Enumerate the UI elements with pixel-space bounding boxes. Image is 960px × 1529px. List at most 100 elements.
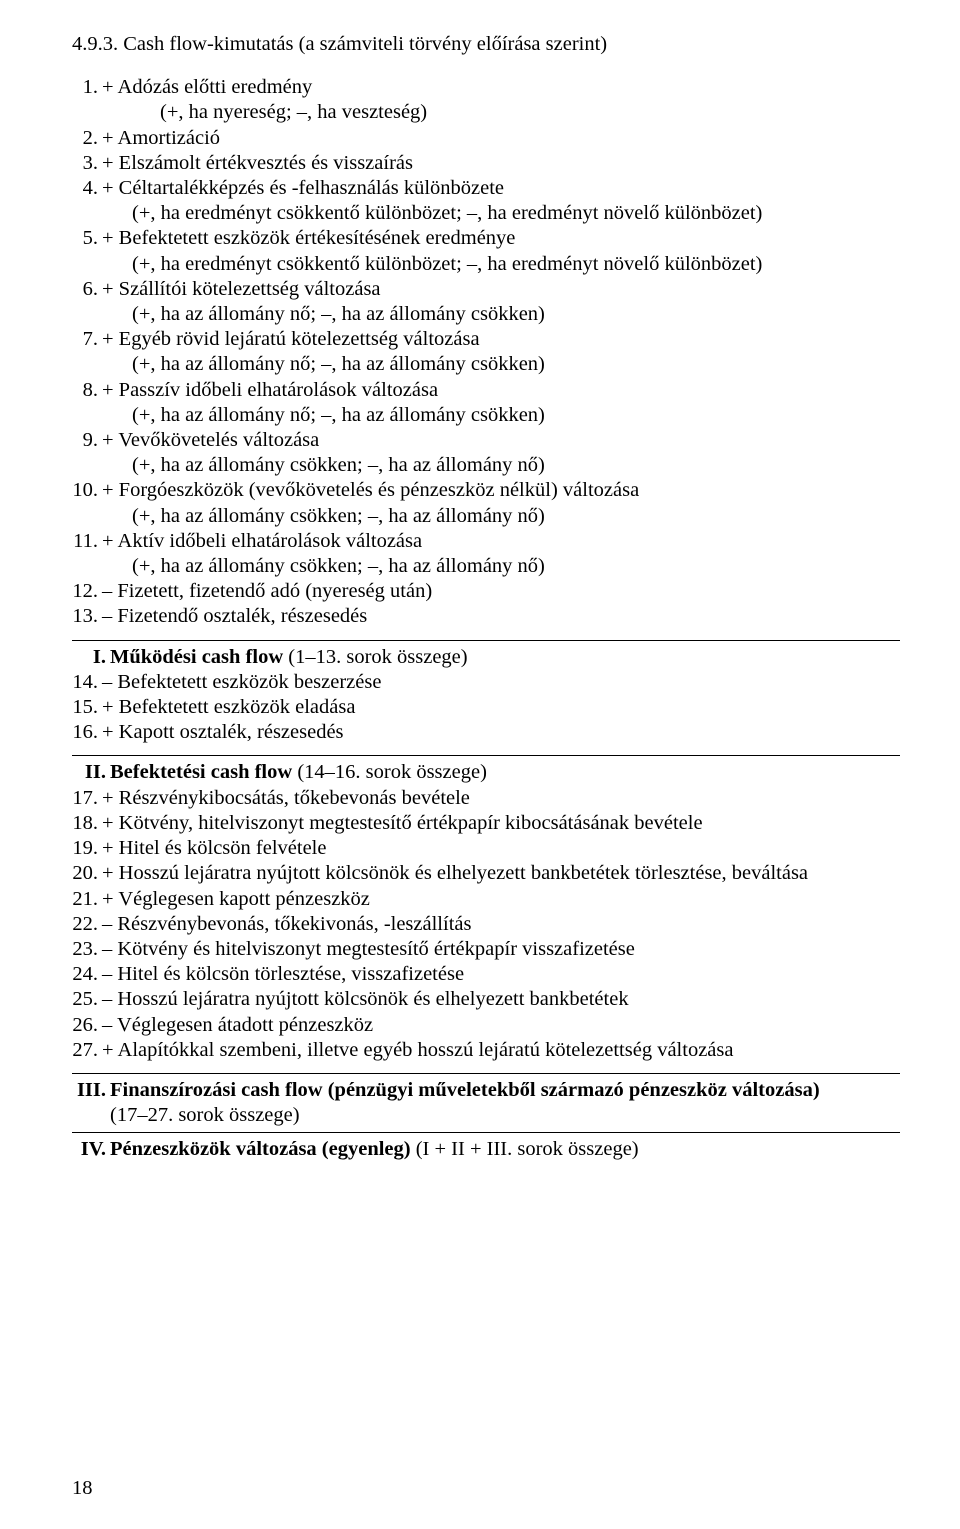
bold-label: Pénzeszközök változása (egyenleg) (110, 1138, 411, 1160)
item-number: 22. (72, 912, 102, 937)
item-number: 6. (72, 277, 102, 302)
item-parenthetical: (+, ha nyereség; –, ha veszteség) (72, 100, 900, 125)
item-number: 23. (72, 937, 102, 962)
item-number: 14. (72, 670, 102, 695)
list-item: 25.– Hosszú lejáratra nyújtott kölcsönök… (72, 987, 900, 1012)
item-number: 20. (72, 861, 102, 886)
item-text: – Befektetett eszközök beszerzése (102, 670, 900, 695)
list-item: 26.– Véglegesen átadott pénzeszköz (72, 1013, 900, 1038)
list-item: 1.+ Adózás előtti eredmény (72, 75, 900, 100)
item-number: 18. (72, 811, 102, 836)
item-text: + Részvénykibocsátás, tőkebevonás bevéte… (102, 786, 900, 811)
section-head-4: IV. Pénzeszközök változása (egyenleg) (I… (72, 1137, 900, 1162)
item-number: 11. (72, 529, 102, 554)
item-number: 5. (72, 226, 102, 251)
list-item: 6.+ Szállítói kötelezettség változása(+,… (72, 277, 900, 327)
item-number: 17. (72, 786, 102, 811)
separator (72, 1073, 900, 1074)
item-number: 19. (72, 836, 102, 861)
item-number: 15. (72, 695, 102, 720)
item-number: 21. (72, 887, 102, 912)
list-item: 22.– Részvénybevonás, tőkekivonás, -lesz… (72, 912, 900, 937)
bold-label: Finanszírozási cash flow (pénzügyi művel… (110, 1079, 820, 1101)
item-text: + Alapítókkal szembeni, illetve egyéb ho… (102, 1038, 900, 1063)
list-item: 21.+ Véglegesen kapott pénzeszköz (72, 887, 900, 912)
item-parenthetical: (+, ha az állomány nő; –, ha az állomány… (102, 403, 900, 428)
separator (72, 1132, 900, 1133)
item-parenthetical: (+, ha az állomány nő; –, ha az állomány… (102, 352, 900, 377)
item-text: – Véglegesen átadott pénzeszköz (102, 1013, 900, 1038)
list-item: 14.– Befektetett eszközök beszerzése (72, 670, 900, 695)
item-text: Pénzeszközök változása (egyenleg) (I + I… (110, 1137, 900, 1162)
item-text: + Szállítói kötelezettség változása(+, h… (102, 277, 900, 327)
item-number: 8. (72, 378, 102, 403)
item-number: II. (72, 760, 110, 785)
list-item: 7.+ Egyéb rövid lejáratú kötelezettség v… (72, 327, 900, 377)
item-number: 16. (72, 720, 102, 745)
item-text: – Kötvény és hitelviszonyt megtestesítő … (102, 937, 900, 962)
list-item: 24.– Hitel és kölcsön törlesztése, vissz… (72, 962, 900, 987)
list-item: 18.+ Kötvény, hitelviszonyt megtestesítő… (72, 811, 900, 836)
item-text: + Egyéb rövid lejáratú kötelezettség vál… (102, 327, 900, 377)
list-item: 19.+ Hitel és kölcsön felvétele (72, 836, 900, 861)
item-text: Finanszírozási cash flow (pénzügyi művel… (110, 1078, 900, 1128)
list-item: 15.+ Befektetett eszközök eladása (72, 695, 900, 720)
bold-label: Befektetési cash flow (110, 761, 292, 783)
list-item: 10.+ Forgóeszközök (vevőkövetelés és pén… (72, 478, 900, 528)
item-text: + Vevőkövetelés változása(+, ha az állom… (102, 428, 900, 478)
item-number: 9. (72, 428, 102, 453)
list-item: 11.+ Aktív időbeli elhatárolások változá… (72, 529, 900, 579)
item-parenthetical: (+, ha az állomány csökken; –, ha az áll… (102, 453, 900, 478)
item-parenthetical: (+, ha az állomány nő; –, ha az állomány… (102, 302, 900, 327)
item-text: + Befektetett eszközök eladása (102, 695, 900, 720)
rest-label: (I + II + III. sorok összege) (411, 1138, 639, 1160)
section-head-1: I. Működési cash flow (1–13. sorok össze… (72, 645, 900, 670)
item-number: I. (72, 645, 110, 670)
list-item: 27.+ Alapítókkal szembeni, illetve egyéb… (72, 1038, 900, 1063)
item-number: 24. (72, 962, 102, 987)
list-item: 8.+ Passzív időbeli elhatárolások változ… (72, 378, 900, 428)
separator (72, 640, 900, 641)
list-item: 9.+ Vevőkövetelés változása(+, ha az áll… (72, 428, 900, 478)
item-text: – Hosszú lejáratra nyújtott kölcsönök és… (102, 987, 900, 1012)
item-number: 2. (72, 126, 102, 151)
item-number: 12. (72, 579, 102, 604)
item-text: + Elszámolt értékvesztés és visszaírás (102, 151, 900, 176)
item-number: 1. (72, 75, 102, 100)
item-text: + Céltartalékképzés és -felhasználás kül… (102, 176, 900, 226)
item-parenthetical: (+, ha eredményt csökkentő különbözet; –… (102, 201, 900, 226)
list-item: 17.+ Részvénykibocsátás, tőkebevonás bev… (72, 786, 900, 811)
item-text: + Befektetett eszközök értékesítésének e… (102, 226, 900, 276)
item-text: – Fizetendő osztalék, részesedés (102, 604, 900, 629)
list-item: 5.+ Befektetett eszközök értékesítésének… (72, 226, 900, 276)
item-parenthetical: (+, ha az állomány csökken; –, ha az áll… (102, 504, 900, 529)
list-block-2: 14.– Befektetett eszközök beszerzése15.+… (72, 670, 900, 746)
item-number: 25. (72, 987, 102, 1012)
item-text: + Passzív időbeli elhatárolások változás… (102, 378, 900, 428)
rest-label: (14–16. sorok összege) (292, 761, 487, 783)
list-block-1: 1.+ Adózás előtti eredmény(+, ha nyeresé… (72, 75, 900, 629)
item-number: 10. (72, 478, 102, 503)
item-text: + Véglegesen kapott pénzeszköz (102, 887, 900, 912)
list-item: 13.– Fizetendő osztalék, részesedés (72, 604, 900, 629)
list-item: 20.+ Hosszú lejáratra nyújtott kölcsönök… (72, 861, 900, 886)
item-text: + Hitel és kölcsön felvétele (102, 836, 900, 861)
item-text: Működési cash flow (1–13. sorok összege) (110, 645, 900, 670)
item-text: + Hosszú lejáratra nyújtott kölcsönök és… (102, 861, 900, 886)
item-text: + Amortizáció (102, 126, 900, 151)
item-text: + Kötvény, hitelviszonyt megtestesítő ér… (102, 811, 900, 836)
item-number: 3. (72, 151, 102, 176)
item-number: 27. (72, 1038, 102, 1063)
item-text: – Részvénybevonás, tőkekivonás, -leszáll… (102, 912, 900, 937)
item-text: + Aktív időbeli elhatárolások változása(… (102, 529, 900, 579)
item-number: III. (72, 1078, 110, 1103)
rest-label: (17–27. sorok összege) (110, 1104, 300, 1126)
section-head-3: III. Finanszírozási cash flow (pénzügyi … (72, 1078, 900, 1128)
bold-label: Működési cash flow (110, 646, 283, 668)
section-head-2: II. Befektetési cash flow (14–16. sorok … (72, 760, 900, 785)
item-text: + Adózás előtti eredmény (102, 75, 900, 100)
item-text: – Hitel és kölcsön törlesztése, visszafi… (102, 962, 900, 987)
section-title: 4.9.3. Cash flow-kimutatás (a számviteli… (72, 32, 900, 57)
item-number: 4. (72, 176, 102, 201)
list-item: 4.+ Céltartalékképzés és -felhasználás k… (72, 176, 900, 226)
